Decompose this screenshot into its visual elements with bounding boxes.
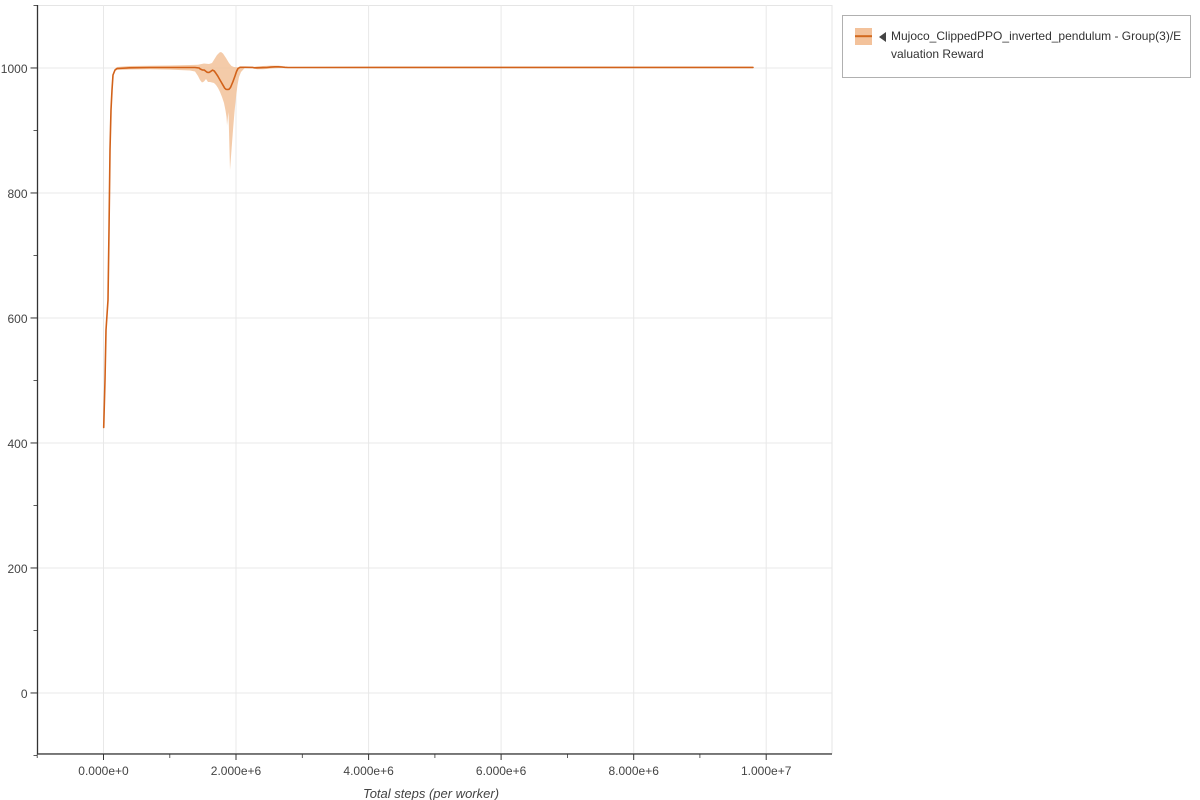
svg-text:8.000e+6: 8.000e+6 — [609, 764, 660, 778]
svg-text:Total steps (per worker): Total steps (per worker) — [363, 786, 499, 800]
svg-text:0.000e+0: 0.000e+0 — [78, 764, 129, 778]
svg-text:200: 200 — [7, 562, 27, 576]
svg-text:1.000e+7: 1.000e+7 — [741, 764, 792, 778]
svg-text:1000: 1000 — [1, 62, 28, 76]
svg-text:800: 800 — [7, 187, 27, 201]
svg-text:4.000e+6: 4.000e+6 — [343, 764, 394, 778]
svg-text:400: 400 — [7, 437, 27, 451]
svg-text:6.000e+6: 6.000e+6 — [476, 764, 527, 778]
svg-text:600: 600 — [7, 312, 27, 326]
svg-text:0: 0 — [21, 687, 28, 701]
svg-text:2.000e+6: 2.000e+6 — [211, 764, 262, 778]
